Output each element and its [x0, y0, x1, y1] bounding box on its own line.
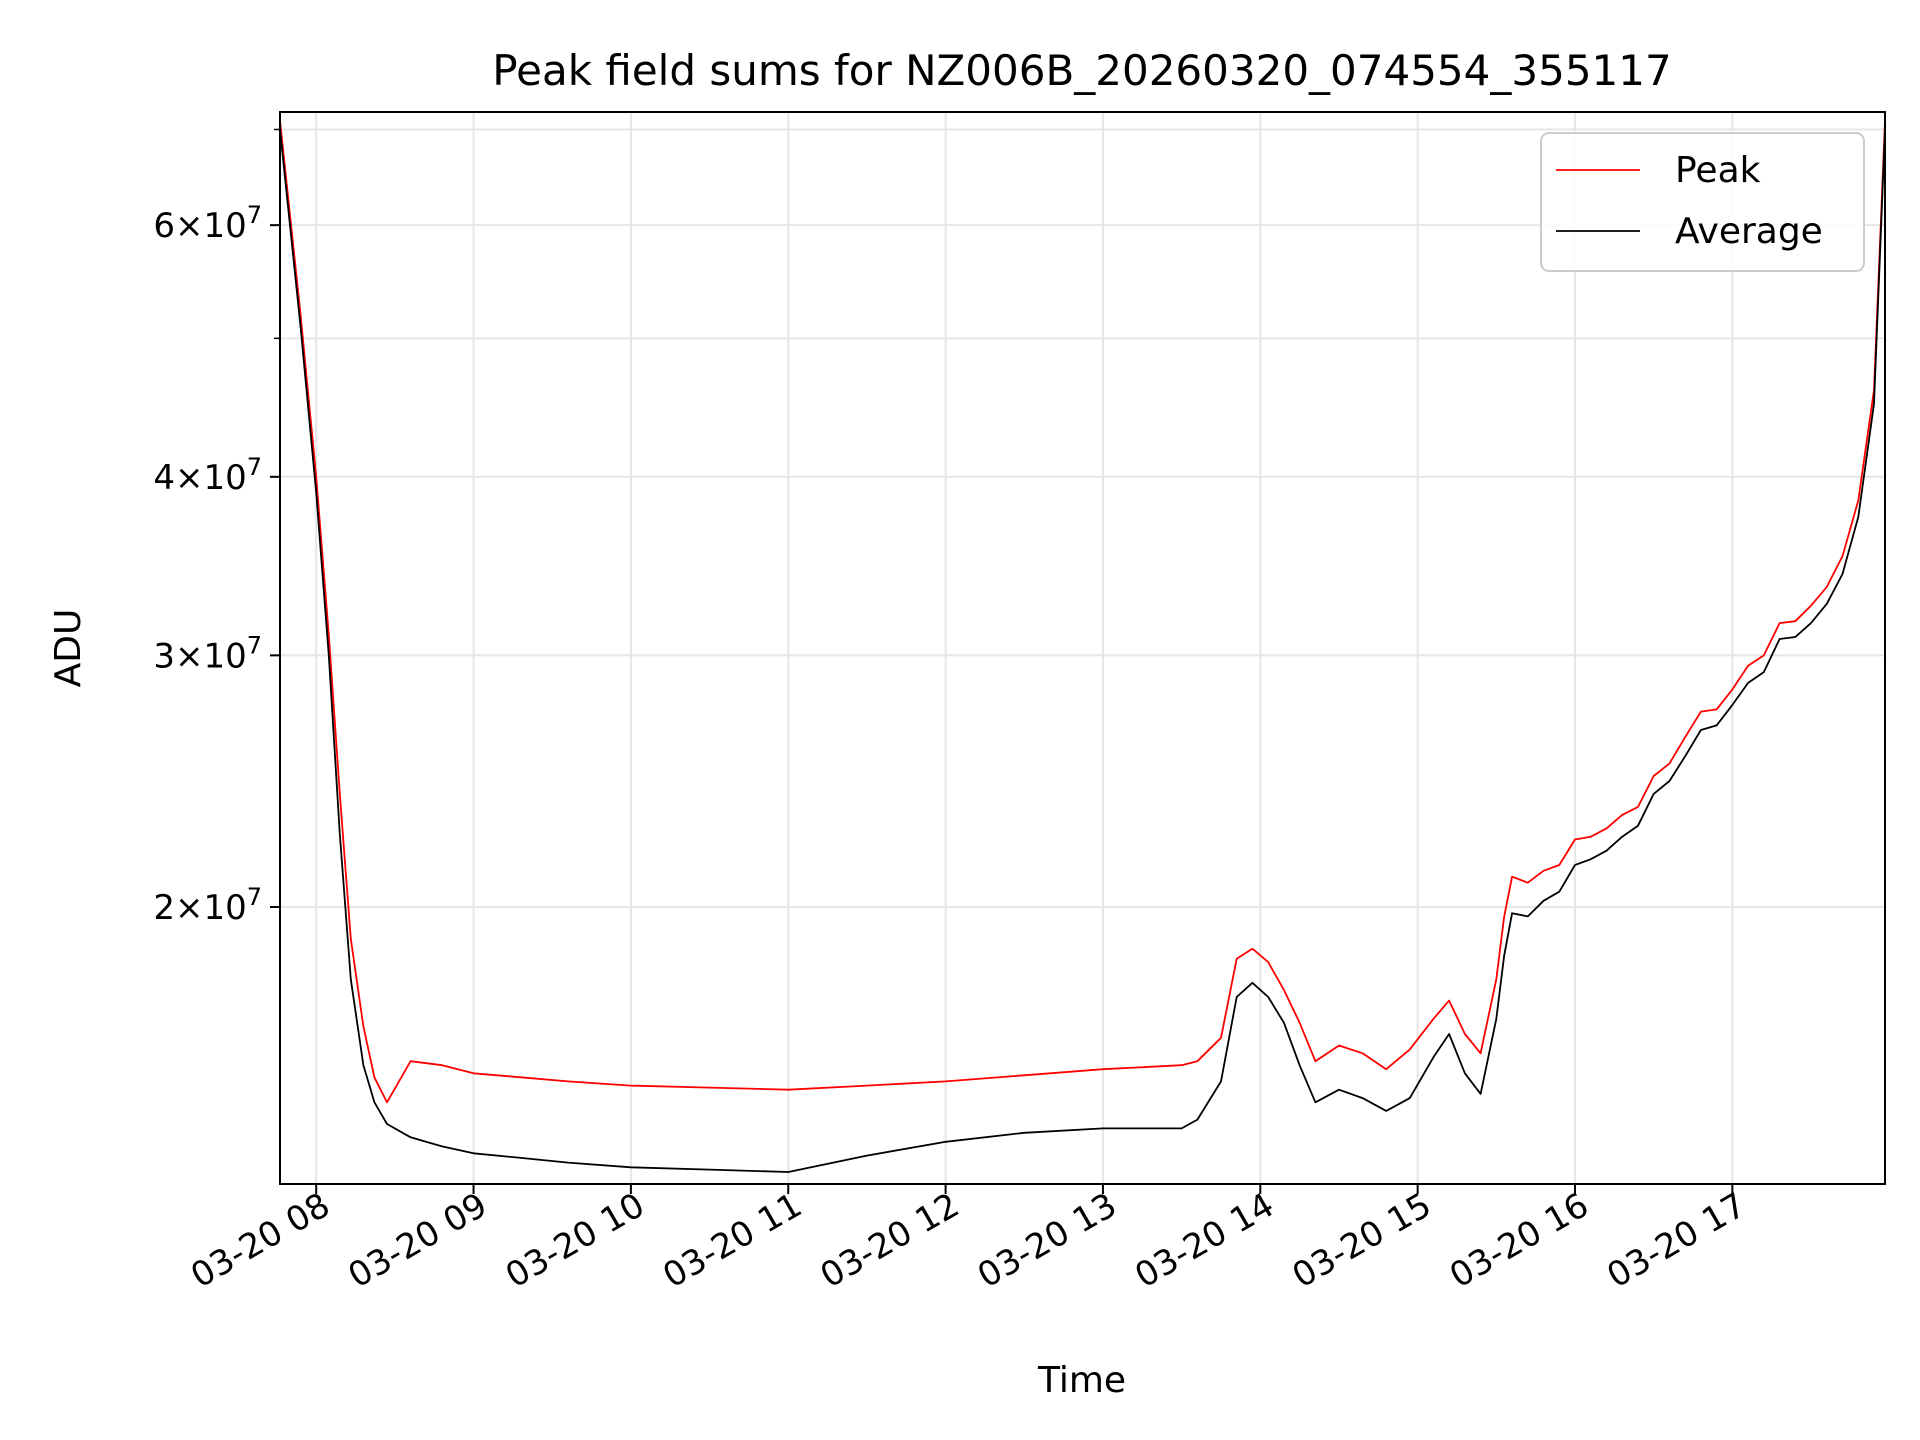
- y-tick-exponent: 7: [247, 883, 262, 911]
- y-tick-mantissa: 4×10: [153, 458, 246, 498]
- y-tick-mantissa: 6×10: [153, 206, 246, 246]
- y-tick-mantissa: 2×10: [153, 888, 246, 928]
- y-tick-label: 3×107: [153, 631, 262, 676]
- y-tick-exponent: 7: [247, 201, 262, 229]
- y-tick-label: 2×107: [153, 883, 262, 928]
- legend-box: [1540, 132, 1865, 272]
- y-tick-label: 6×107: [153, 201, 262, 246]
- legend: Peak Average: [1540, 132, 1865, 272]
- y-tick-exponent: 7: [247, 453, 262, 481]
- plot-area-frame: [279, 111, 1886, 1185]
- series-line-peak: [279, 120, 1886, 1104]
- legend-label-peak: Peak: [1675, 150, 1761, 191]
- chart-title: Peak field sums for NZ006B_20260320_0745…: [492, 46, 1671, 95]
- legend-label-average: Average: [1675, 211, 1823, 252]
- series-line-average: [279, 129, 1886, 1173]
- y-tick-mantissa: 3×10: [153, 636, 246, 676]
- series-layer: [279, 120, 1886, 1173]
- y-axis-label: ADU: [48, 609, 89, 688]
- y-tick-exponent: 7: [247, 631, 262, 659]
- x-axis-label: Time: [1037, 1360, 1126, 1401]
- y-tick-label: 4×107: [153, 453, 262, 498]
- grid-layer: [280, 112, 1885, 1184]
